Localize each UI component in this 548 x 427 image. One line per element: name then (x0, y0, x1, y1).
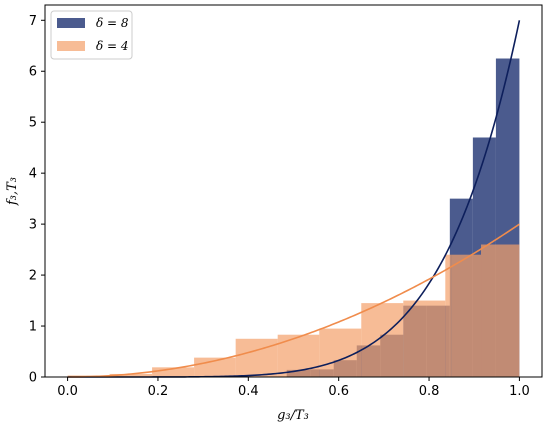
bars-layer (67, 58, 520, 378)
curve-1 (67, 223, 520, 378)
legend-label-delta4: δ = 4 (96, 39, 129, 53)
bar-series1-bin9 (445, 254, 452, 377)
y-tick-label: 7 (29, 14, 37, 29)
x-tick-label: 0.8 (419, 384, 440, 399)
x-tick-label: 0.0 (57, 384, 78, 399)
legend-label-delta8: δ = 8 (96, 16, 129, 30)
bar-series1-bin8 (403, 300, 446, 377)
axes-layer: 0.0 0.2 0.4 0.6 0.8 1.0 0 1 2 3 4 5 6 7 (29, 14, 530, 399)
y-tick-label: 5 (29, 116, 37, 131)
y-axis-label: f₃,T₃ (5, 177, 20, 206)
x-tick-label: 0.4 (238, 384, 259, 399)
bar-series1-bin4 (235, 338, 278, 377)
bar-series1-bin2 (152, 367, 195, 377)
bar-series1-bin11 (481, 244, 520, 377)
y-tick-label: 4 (29, 167, 37, 182)
x-tick-label: 0.6 (328, 384, 349, 399)
y-tick-label: 6 (29, 65, 37, 80)
bar-series1-bin7 (361, 303, 404, 377)
legend: δ = 8 δ = 4 (50, 10, 133, 60)
bar-series1-bin10 (451, 254, 482, 377)
y-tick-label: 3 (29, 218, 37, 233)
y-tick-label: 0 (29, 371, 37, 386)
y-tick-label: 2 (29, 269, 37, 284)
x-axis-label: g₃/T₃ (277, 408, 309, 423)
bar-series1-bin1 (109, 373, 153, 377)
legend-swatch-delta4 (57, 41, 85, 51)
bar-series1-bin6 (319, 328, 362, 377)
plot-frame (44, 4, 543, 378)
y-tick-label: 1 (29, 320, 37, 335)
x-tick-label: 0.2 (148, 384, 169, 399)
x-tick-label: 1.0 (509, 384, 530, 399)
legend-swatch-delta8 (57, 18, 85, 28)
